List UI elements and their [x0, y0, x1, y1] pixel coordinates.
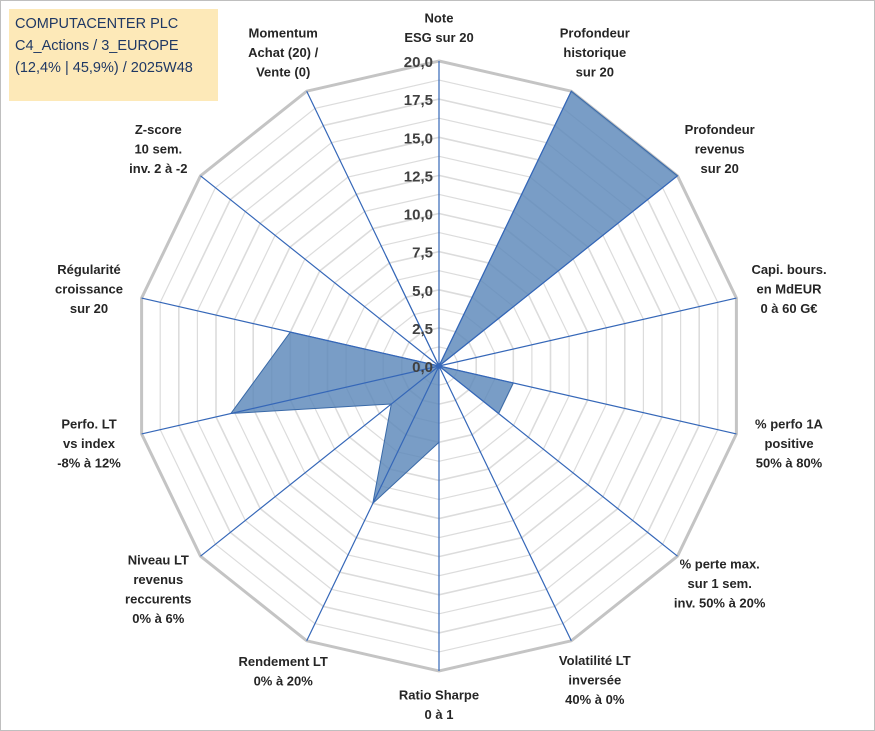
category-label-line: Niveau LT	[128, 553, 189, 568]
category-label-line: revenus	[695, 142, 745, 157]
tick-label: 0,0	[412, 359, 433, 376]
spoke	[438, 365, 737, 435]
category-label-line: Achat (20) /	[248, 45, 318, 60]
category-label-line: Momentum	[249, 26, 318, 41]
category-label: Capi. bours. en MdEUR 0 à 60 G€	[751, 262, 826, 316]
category-label-line: Profondeur	[685, 122, 755, 137]
spoke	[200, 175, 440, 367]
spoke	[200, 365, 440, 557]
category-label: Momentum Achat (20) / Vente (0)	[248, 26, 318, 80]
category-label-line: 10 sem.	[134, 142, 182, 157]
category-label-line: Vente (0)	[256, 65, 310, 80]
spoke	[438, 365, 678, 557]
category-label-line: 0% à 6%	[132, 611, 184, 626]
category-label-line: sur 20	[70, 301, 108, 316]
category-label: Profondeur historique sur 20	[560, 26, 630, 80]
category-label-line: en MdEUR	[757, 281, 823, 296]
category-label-line: croissance	[55, 281, 123, 296]
category-label-line: sur 20	[576, 65, 614, 80]
category-label-line: Z-score	[135, 122, 182, 137]
category-label-line: Régularité	[57, 262, 121, 277]
category-label-line: Rendement LT	[239, 654, 328, 669]
category-label-line: reccurents	[125, 592, 191, 607]
category-label-line: inv. 50% à 20%	[674, 595, 766, 610]
category-label: Volatilité LT inversée 40% à 0%	[559, 653, 631, 707]
spoke	[141, 365, 440, 435]
category-label-line: 40% à 0%	[565, 692, 625, 707]
category-label-layer: Note ESG sur 20 Profondeur historique sur 20…	[55, 11, 827, 723]
series-area	[229, 90, 679, 505]
spokes-layer	[141, 61, 737, 671]
category-label-line: inv. 2 à -2	[129, 161, 187, 176]
category-label-line: -8% à 12%	[57, 456, 121, 471]
spoke	[438, 297, 737, 367]
tick-label: 15,0	[404, 130, 433, 147]
series-layer	[229, 90, 679, 505]
category-label-line: Volatilité LT	[559, 653, 631, 668]
category-label-line: 0% à 20%	[254, 674, 314, 689]
spoke	[438, 365, 572, 642]
tick-label: 12,5	[404, 168, 433, 185]
category-label-line: Capi. bours.	[751, 262, 826, 277]
category-label: Régularité croissance sur 20	[55, 262, 123, 316]
category-label: Niveau LT revenus reccurents 0% à 6%	[125, 553, 191, 627]
category-label-line: Ratio Sharpe	[399, 688, 479, 703]
category-label-line: Note	[425, 11, 454, 26]
category-label-line: % perte max.	[680, 556, 760, 571]
category-label-line: sur 20	[701, 161, 739, 176]
spoke	[141, 297, 440, 367]
category-label-line: revenus	[133, 572, 183, 587]
spoke	[306, 365, 440, 642]
spoke	[438, 175, 678, 367]
tick-label-layer: 0,0 2,5 5,0 7,5 10,0 12,5 15,0 17,5 20,0	[404, 54, 433, 376]
category-label-line: 0 à 60 G€	[760, 301, 817, 316]
spoke	[306, 90, 440, 367]
category-label-line: 0 à 1	[425, 707, 454, 722]
category-label: Profondeur revenus sur 20	[685, 122, 755, 176]
company-name: COMPUTACENTER PLC	[15, 16, 179, 32]
title-box: COMPUTACENTER PLC C4_Actions / 3_EUROPE …	[9, 9, 218, 101]
category-label-line: vs index	[63, 436, 116, 451]
tick-label: 5,0	[412, 283, 433, 300]
category-label: Z-score 10 sem. inv. 2 à -2	[129, 122, 187, 176]
category-label-line: inversée	[568, 673, 621, 688]
category-label-line: Perfo. LT	[61, 417, 116, 432]
category-label: Note ESG sur 20	[404, 11, 473, 46]
category-label-line: 50% à 80%	[756, 456, 823, 471]
tick-label: 17,5	[404, 92, 433, 109]
tick-label: 7,5	[412, 245, 433, 262]
tick-label: 20,0	[404, 54, 433, 71]
spoke	[438, 90, 572, 367]
category-label-line: ESG sur 20	[404, 30, 473, 45]
category-path: C4_Actions / 3_EUROPE	[15, 38, 179, 54]
category-label-line: historique	[563, 45, 626, 60]
category-label: Ratio Sharpe 0 à 1	[399, 688, 479, 723]
category-label: % perfo 1A positive 50% à 80%	[755, 417, 824, 471]
category-label: % perte max. sur 1 sem. inv. 50% à 20%	[674, 556, 766, 610]
tick-label: 10,0	[404, 207, 433, 224]
category-label: Perfo. LT vs index -8% à 12%	[57, 417, 121, 471]
score-week: (12,4% | 45,9%) / 2025W48	[15, 60, 193, 76]
category-label-line: % perfo 1A	[755, 417, 824, 432]
category-label: Rendement LT 0% à 20%	[239, 654, 328, 689]
category-label-line: sur 1 sem.	[688, 576, 752, 591]
tick-label: 2,5	[412, 321, 433, 338]
category-label-line: positive	[764, 436, 813, 451]
category-label-line: Profondeur	[560, 26, 630, 41]
